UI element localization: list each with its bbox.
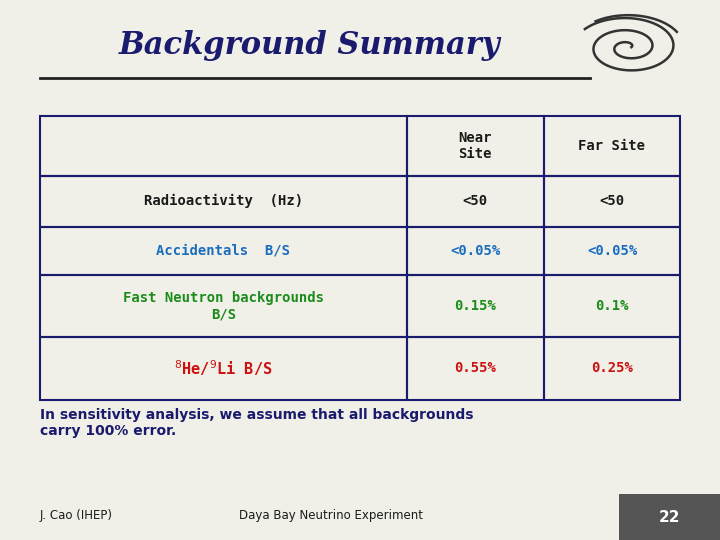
Bar [619,494,720,540]
Bar [407,337,544,400]
Text: <50: <50 [600,194,624,208]
Text: 0.25%: 0.25% [591,361,633,375]
Text: $^{8}$He/$^{9}$Li B/S: $^{8}$He/$^{9}$Li B/S [174,359,272,378]
Bar [407,275,544,337]
Text: Daya Bay Neutrino Experiment: Daya Bay Neutrino Experiment [239,509,423,522]
Text: Near
Site: Near Site [459,131,492,161]
Text: Radioactivity  (Hz): Radioactivity (Hz) [143,194,303,208]
Bar [544,337,680,400]
Text: <50: <50 [463,194,487,208]
Bar [544,176,680,227]
Bar [40,227,407,275]
Bar [40,275,407,337]
Bar [544,116,680,176]
Bar [40,176,407,227]
Bar [40,337,407,400]
Text: 0.55%: 0.55% [454,361,496,375]
Text: 0.1%: 0.1% [595,299,629,313]
Text: Fast Neutron backgrounds
B/S: Fast Neutron backgrounds B/S [122,291,324,321]
Text: J. Cao (IHEP): J. Cao (IHEP) [40,509,112,522]
Text: Accidentals  B/S: Accidentals B/S [156,244,290,258]
Text: 0.15%: 0.15% [454,299,496,313]
Bar [407,176,544,227]
Text: Background Summary: Background Summary [119,30,500,60]
Bar [40,116,407,176]
Text: Far Site: Far Site [578,139,646,153]
Text: <0.05%: <0.05% [587,244,637,258]
Text: In sensitivity analysis, we assume that all backgrounds
carry 100% error.: In sensitivity analysis, we assume that … [40,408,473,438]
Bar [407,116,544,176]
Text: 22: 22 [659,510,680,525]
Text: <0.05%: <0.05% [450,244,500,258]
Bar [544,227,680,275]
Bar [544,275,680,337]
Bar [407,227,544,275]
